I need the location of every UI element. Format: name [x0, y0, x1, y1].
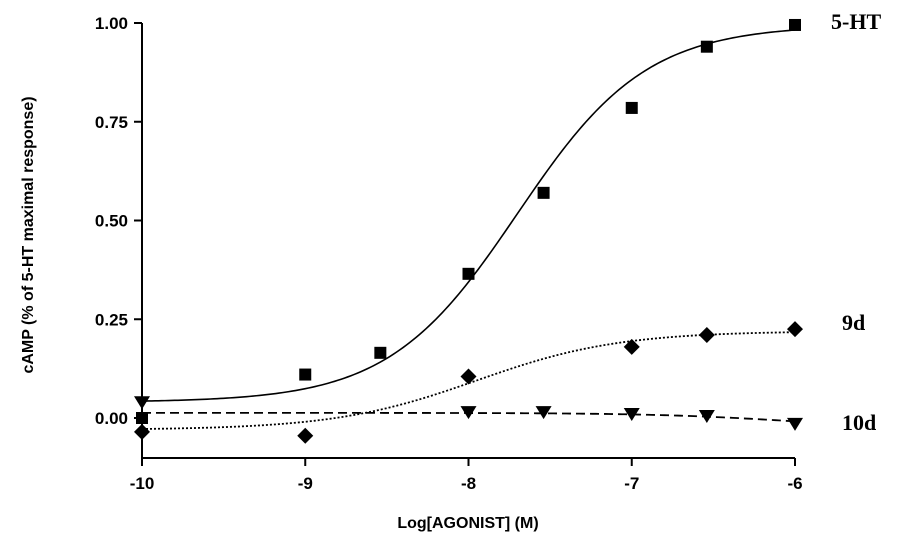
point-5-ht-4 — [537, 186, 550, 199]
y-tick-label-3: 0.75 — [95, 113, 128, 132]
y-tick-label-1: 0.25 — [95, 310, 128, 329]
point-5-ht-3 — [462, 267, 475, 280]
y-tick-label-2: 0.50 — [95, 212, 128, 231]
point-10d-1 — [460, 406, 477, 420]
x-tick-label-1: -9 — [298, 474, 313, 493]
point-10d-5 — [787, 417, 803, 431]
x-tick-label-4: -6 — [787, 474, 802, 493]
point-9d-3 — [623, 338, 640, 355]
series-label-9d: 9d — [842, 310, 865, 335]
y-tick-label-0: 0.00 — [95, 409, 128, 428]
point-9d-0 — [134, 423, 150, 440]
point-5-ht-1 — [299, 368, 312, 381]
point-9d-5 — [787, 321, 803, 338]
y-tick-label-4: 1.00 — [95, 14, 128, 33]
y-axis-title: cAMP (% of 5-HT maximal response) — [20, 96, 37, 373]
x-tick-label-2: -8 — [461, 474, 476, 493]
point-9d-1 — [297, 427, 314, 444]
point-5-ht-7 — [789, 18, 801, 31]
point-10d-4 — [698, 410, 715, 424]
point-10d-3 — [623, 408, 640, 422]
x-tick-label-0: -10 — [130, 474, 155, 493]
point-5-ht-0 — [136, 412, 148, 424]
axes: 0.00 0.25 0.50 0.75 1.00 -10 -9 -8 -7 -6 — [95, 14, 803, 493]
point-9d-2 — [460, 368, 477, 385]
point-5-ht-6 — [700, 40, 713, 53]
point-5-ht-2 — [374, 346, 387, 359]
x-axis-title: Log[AGONIST] (M) — [397, 515, 538, 532]
point-10d-0 — [134, 396, 150, 410]
x-tick-label-3: -7 — [624, 474, 639, 493]
fit-curve-9d — [141, 331, 796, 430]
series-label-5-ht: 5-HT — [831, 9, 881, 34]
point-5-ht-5 — [625, 101, 638, 114]
point-10d-2 — [535, 406, 552, 420]
fit-curve-5-ht — [141, 29, 796, 402]
data-points — [134, 18, 803, 444]
series-labels: 5-HT 9d 10d — [831, 9, 881, 435]
point-9d-4 — [698, 327, 715, 344]
series-label-10d: 10d — [842, 410, 876, 435]
